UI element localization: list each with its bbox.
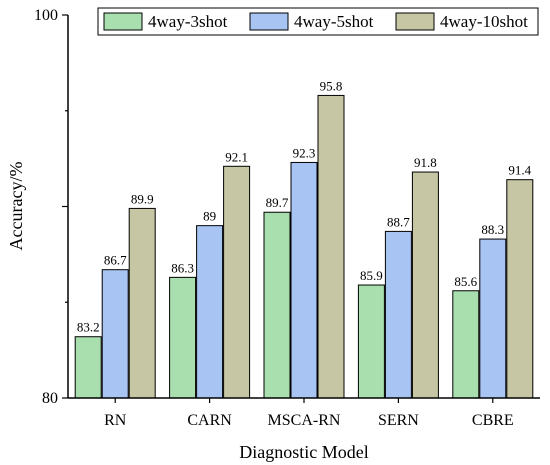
- bar-sern-4way-10shot: [411, 171, 439, 399]
- value-label: 86.7: [104, 253, 127, 268]
- bar-sern-4way-5shot: [384, 230, 412, 399]
- legend-label: 4way-3shot: [148, 12, 228, 31]
- bar-carn-4way-10shot: [223, 165, 251, 399]
- value-labels-group: 83.2 86.7 89.9 86.3 89 92.1 89.7 92.3 95.8 85.9 88…: [77, 78, 532, 334]
- y-tick-label: 80: [42, 390, 58, 407]
- x-tick-label: SERN: [378, 412, 419, 429]
- legend-swatch-4way-3shot: [103, 12, 143, 31]
- value-label: 86.3: [171, 260, 194, 275]
- bar-sern-4way-3shot: [357, 284, 385, 399]
- value-label: 85.6: [454, 274, 477, 289]
- bar-rn-4way-10shot: [128, 207, 156, 399]
- bar-rn-4way-5shot: [101, 269, 129, 399]
- legend: 4way-3shot 4way-5shot 4way-10shot: [97, 7, 539, 36]
- x-ticks-group: RN CARN MSCA-RN SERN CBRE: [104, 398, 514, 429]
- value-label: 92.3: [293, 145, 316, 160]
- x-axis-title: Diagnostic Model: [239, 442, 368, 462]
- legend-frame: [97, 7, 539, 36]
- x-tick-label: RN: [104, 412, 127, 429]
- bar-cbre-4way-10shot: [506, 179, 534, 399]
- value-label: 91.8: [414, 155, 437, 170]
- value-label: 85.9: [360, 268, 383, 283]
- bar-msca-rn-4way-3shot: [263, 211, 291, 399]
- legend-label: 4way-5shot: [294, 12, 374, 31]
- x-tick-label: CARN: [187, 412, 232, 429]
- y-tick-label: 100: [34, 7, 58, 24]
- bar-carn-4way-5shot: [196, 225, 224, 399]
- value-label: 89: [203, 209, 216, 224]
- value-label: 92.1: [225, 149, 248, 164]
- value-label: 88.3: [481, 222, 504, 237]
- x-tick-label: MSCA-RN: [268, 412, 341, 429]
- bar-rn-4way-3shot: [74, 336, 102, 399]
- bar-msca-rn-4way-10shot: [317, 94, 345, 399]
- legend-label: 4way-10shot: [440, 12, 528, 31]
- bar-carn-4way-3shot: [169, 276, 197, 399]
- bars-group: [74, 94, 534, 399]
- y-ticks-group: 80 100: [34, 7, 68, 407]
- y-axis-title: Accuracy/%: [6, 162, 26, 251]
- legend-swatch-4way-10shot: [395, 12, 435, 31]
- value-label: 95.8: [320, 78, 343, 93]
- x-tick-label: CBRE: [472, 412, 514, 429]
- value-label: 89.9: [131, 191, 154, 206]
- bar-cbre-4way-5shot: [479, 238, 507, 399]
- value-label: 88.7: [387, 214, 410, 229]
- value-label: 83.2: [77, 320, 100, 335]
- value-label: 89.7: [266, 195, 289, 210]
- bar-cbre-4way-3shot: [452, 290, 480, 399]
- value-label: 91.4: [508, 163, 531, 178]
- bar-msca-rn-4way-5shot: [290, 161, 318, 399]
- legend-swatch-4way-5shot: [249, 12, 289, 31]
